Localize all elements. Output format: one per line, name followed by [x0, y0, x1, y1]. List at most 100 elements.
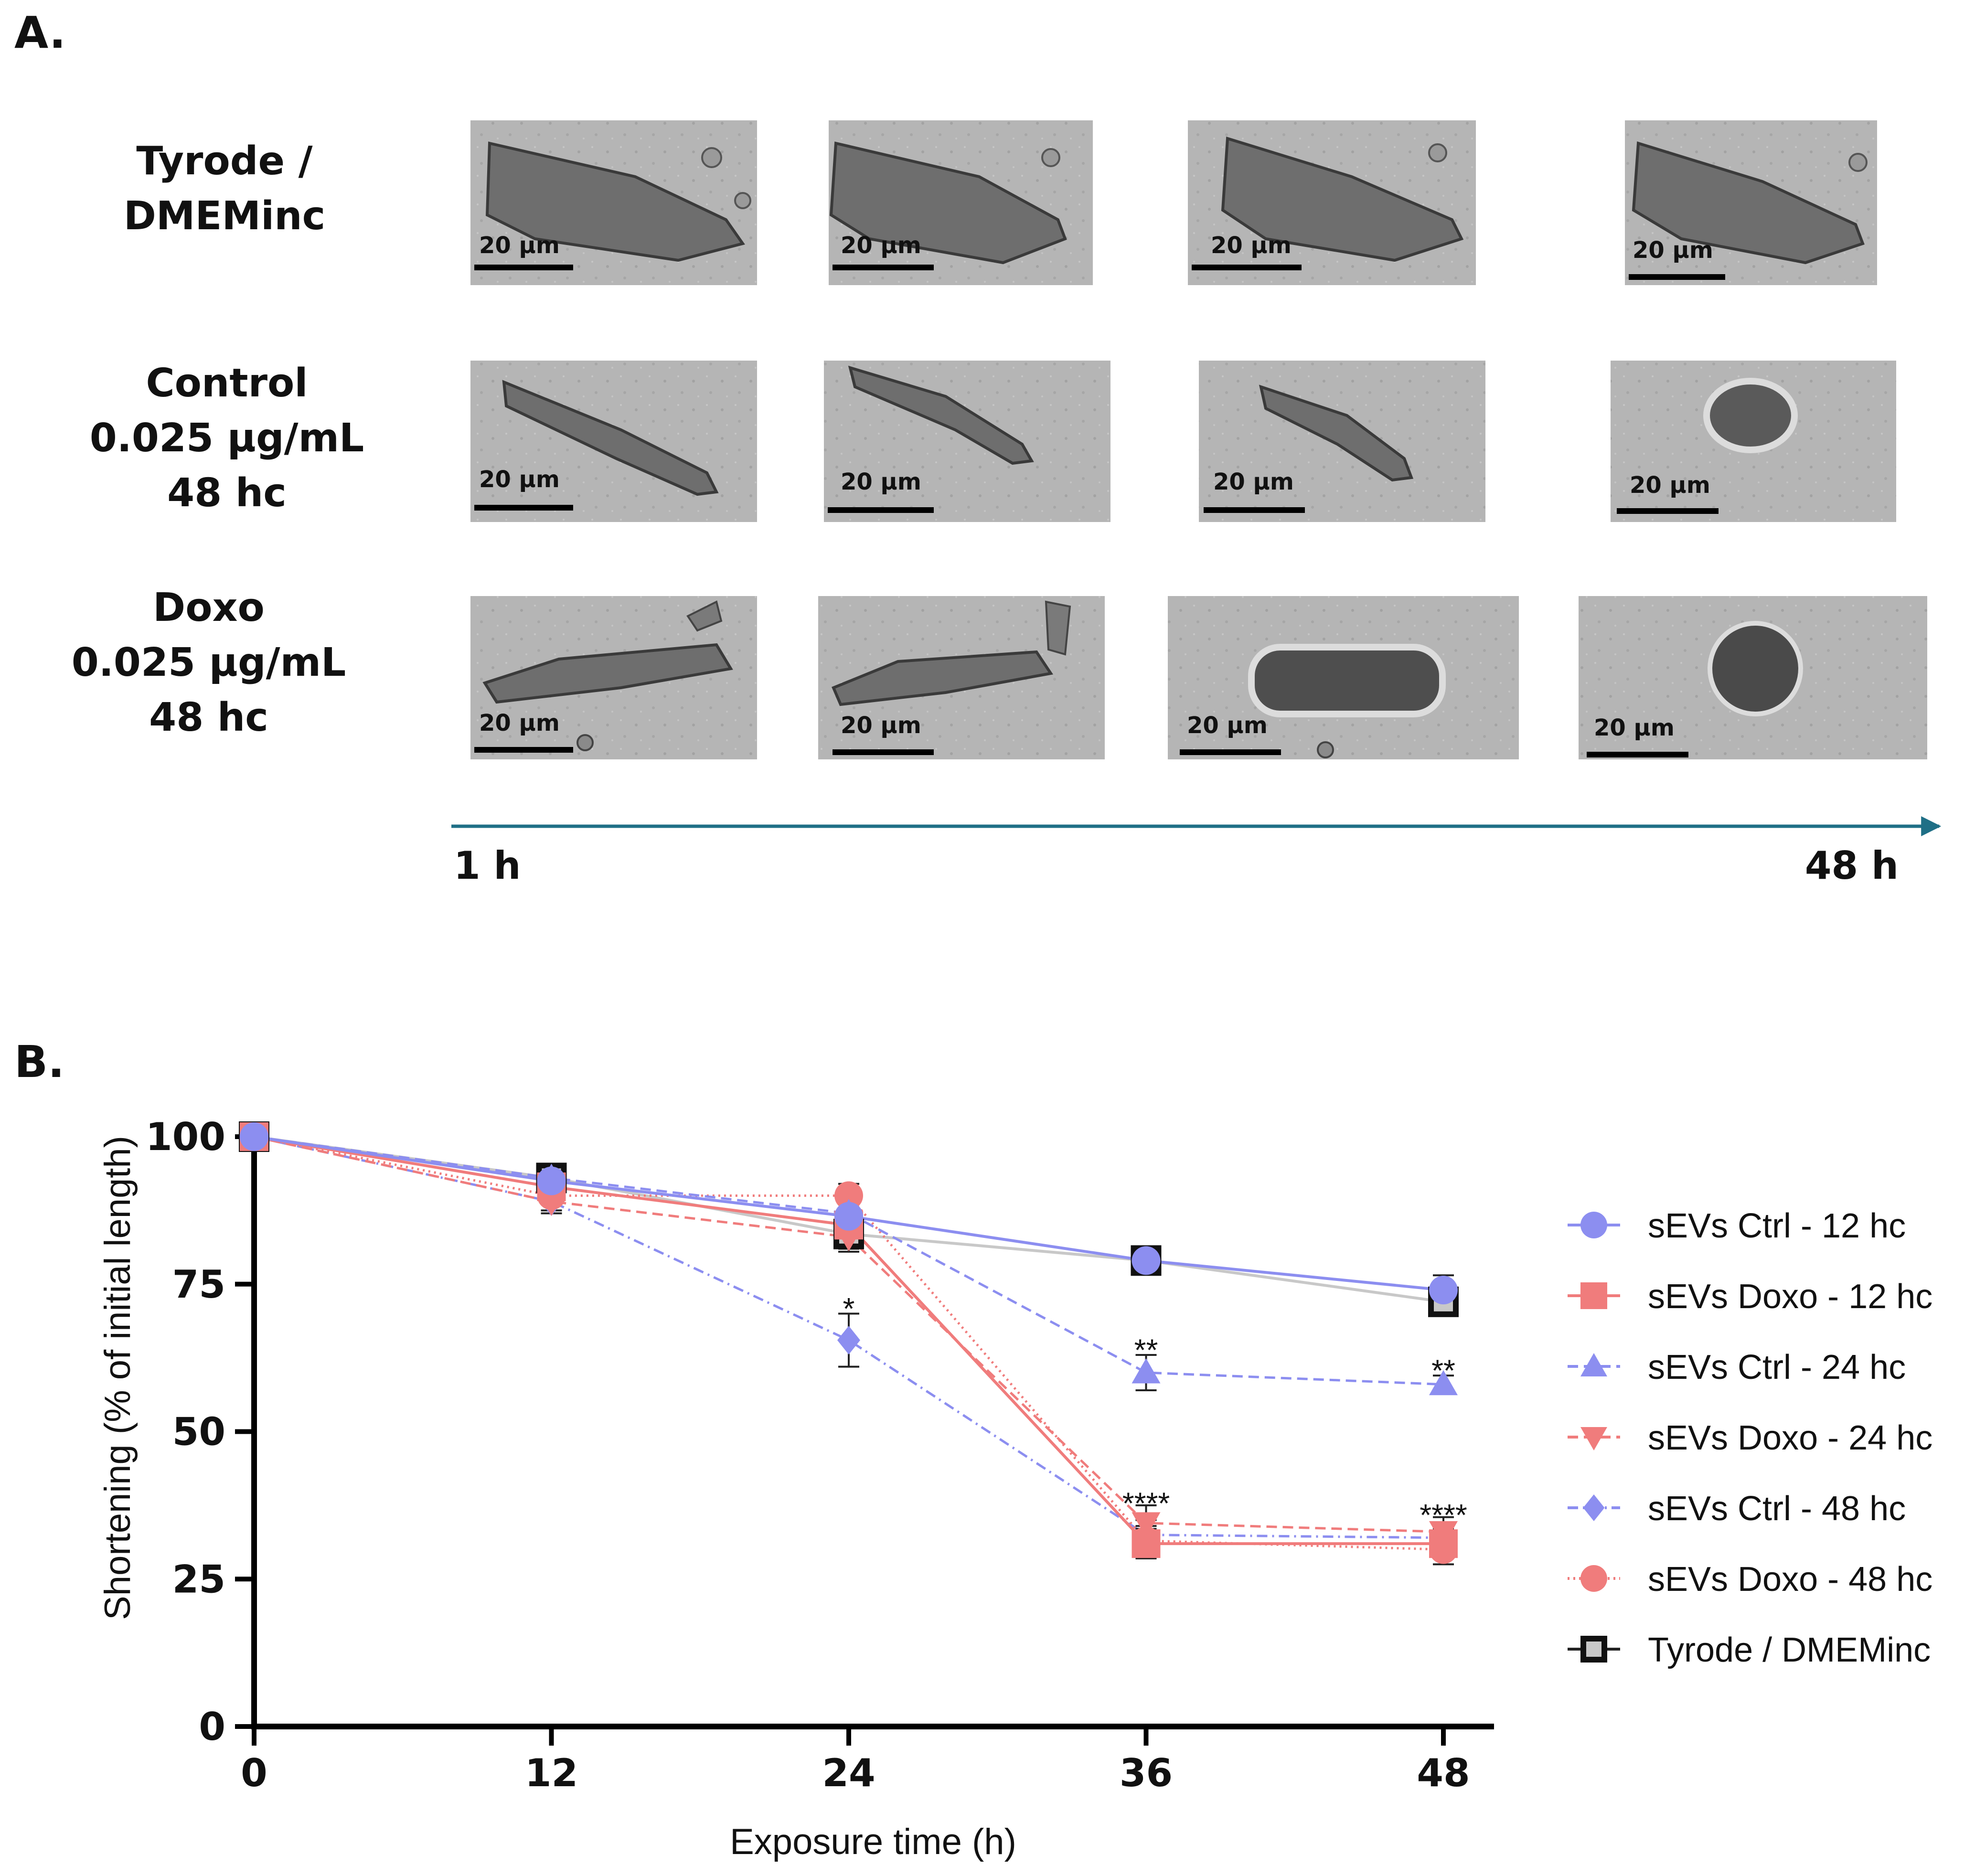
row-label-line: Tyrode / [136, 139, 312, 184]
micrograph-doxo-4: 20 μm [1579, 596, 1927, 759]
x-tick-label: 12 [525, 1751, 578, 1795]
y-tick-label: 50 [172, 1410, 225, 1454]
micrograph-tyrode-4: 20 μm [1625, 120, 1877, 285]
scale-bar-label: 20 μm [1633, 237, 1713, 264]
y-tick-label: 0 [199, 1705, 225, 1749]
chart-annotations: ********* **** [843, 1291, 1467, 1532]
data-point [1132, 1512, 1161, 1537]
series-line [254, 1135, 1444, 1551]
y-tick-label: 75 [172, 1262, 225, 1307]
chart-errorbars [541, 1165, 1454, 1566]
legend-entry: sEVs Ctrl - 12 hc [1568, 1207, 1906, 1245]
timeline-start-label: 1 h [454, 843, 521, 888]
row-label-line: 0.025 μg/mL [72, 640, 346, 685]
legend-entry: sEVs Doxo - 48 hc [1568, 1560, 1932, 1599]
legend-entry: sEVs Doxo - 12 hc [1568, 1278, 1932, 1316]
significance-label: * [843, 1291, 855, 1326]
legend-marker [1580, 1636, 1607, 1663]
legend-marker [1580, 1565, 1607, 1592]
legend-entry: Tyrode / DMEMinc [1568, 1631, 1931, 1669]
scale-bar-label: 20 μm [479, 232, 560, 259]
legend-marker [1580, 1353, 1607, 1376]
micrograph-tyrode-1: 20 μm [470, 120, 757, 285]
micrograph-control-1: 20 μm [470, 361, 757, 522]
micrograph-tyrode-2: 20 μm [829, 120, 1093, 285]
legend-label: sEVs Doxo - 24 hc [1648, 1419, 1932, 1457]
legend-marker [1583, 1494, 1605, 1521]
y-axis-label: Shortening (% of initial length) [97, 1136, 138, 1620]
scale-bar-label: 20 μm [479, 710, 560, 736]
timeline-end-label: 48 h [1805, 843, 1899, 888]
row-label-line: DMEMinc [124, 193, 325, 239]
scale-bar-label: 20 μm [1213, 469, 1294, 495]
chart-legend: sEVs Ctrl - 12 hc sEVs Doxo - 12 hc sEVs C… [1568, 1207, 1932, 1669]
scale-bar-label: 20 μm [1211, 232, 1292, 259]
legend-entry: sEVs Doxo - 24 hc [1568, 1419, 1932, 1457]
legend-label: sEVs Ctrl - 24 hc [1648, 1348, 1906, 1386]
micrograph-control-3: 20 μm [1199, 361, 1485, 522]
scale-bar-label: 20 μm [1630, 472, 1710, 499]
scale-bar-label: 20 μm [841, 469, 921, 495]
y-tick-label: 25 [172, 1557, 225, 1601]
legend-label: sEVs Doxo - 48 hc [1648, 1560, 1932, 1599]
legend-marker [1580, 1212, 1607, 1238]
scale-bar-label: 20 μm [479, 466, 560, 493]
legend-entry: sEVs Ctrl - 48 hc [1568, 1490, 1906, 1528]
micrograph-tyrode-3: 20 μm [1188, 120, 1476, 285]
row-label-tyrode: Tyrode / DMEMinc [124, 139, 325, 239]
row-label-line: 48 hc [149, 695, 268, 740]
row-label-line: Doxo [153, 585, 265, 630]
legend-label: sEVs Doxo - 12 hc [1648, 1278, 1932, 1316]
significance-label: ** [1134, 1332, 1158, 1367]
chart-axes: 0 12 24 36 48 0 25 50 75 100 [146, 1115, 1494, 1795]
micrograph-doxo-2: 20 μm [818, 596, 1105, 759]
micrograph-doxo-1: 20 μm [470, 596, 757, 759]
data-point [1132, 1529, 1161, 1558]
row-label-line: 48 hc [167, 470, 287, 516]
panel-a-label: A. [14, 7, 66, 58]
data-point [834, 1181, 863, 1210]
chart-points [239, 1121, 1459, 1564]
data-point [1429, 1529, 1458, 1558]
scale-bar-label: 20 μm [1187, 712, 1268, 739]
significance-label: ** [1431, 1354, 1455, 1388]
row-label-line: Control [146, 361, 308, 406]
x-tick-label: 0 [241, 1751, 267, 1795]
x-tick-label: 24 [822, 1751, 875, 1795]
data-point [1429, 1276, 1458, 1305]
series-line [254, 1135, 1444, 1386]
micrograph-control-4: 20 μm [1611, 361, 1896, 522]
data-point [834, 1202, 863, 1231]
scale-bar-label: 20 μm [1594, 714, 1675, 741]
data-point [1132, 1358, 1161, 1384]
scale-bar-label: 20 μm [841, 232, 921, 259]
legend-label: sEVs Ctrl - 12 hc [1648, 1207, 1906, 1245]
row-label-doxo: Doxo 0.025 μg/mL 48 hc [72, 585, 346, 740]
micrograph-control-2: 20 μm [824, 361, 1110, 522]
y-tick-label: 100 [146, 1115, 225, 1159]
data-point [1429, 1370, 1458, 1396]
significance-label: **** [1420, 1498, 1467, 1532]
x-tick-label: 36 [1120, 1751, 1173, 1795]
data-point [537, 1166, 566, 1195]
row-label-control: Control 0.025 μg/mL 48 hc [90, 361, 364, 516]
row-label-line: 0.025 μg/mL [90, 416, 364, 461]
legend-label: Tyrode / DMEMinc [1648, 1631, 1931, 1669]
scale-bar-label: 20 μm [841, 712, 921, 739]
legend-marker [1580, 1427, 1607, 1450]
x-axis-label: Exposure time (h) [730, 1822, 1016, 1862]
data-point [1132, 1246, 1161, 1275]
x-tick-label: 48 [1417, 1751, 1470, 1795]
micrograph-doxo-3: 20 μm [1168, 596, 1519, 759]
legend-entry: sEVs Ctrl - 24 hc [1568, 1348, 1906, 1386]
data-point [240, 1122, 268, 1151]
legend-label: sEVs Ctrl - 48 hc [1648, 1490, 1906, 1528]
significance-label: **** [1122, 1486, 1170, 1521]
data-point [837, 1326, 860, 1355]
panel-a: A. Tyrode / DMEMinc Control 0.025 μg/mL … [14, 7, 1942, 888]
legend-marker [1580, 1282, 1607, 1309]
panel-b-label: B. [14, 1036, 64, 1087]
